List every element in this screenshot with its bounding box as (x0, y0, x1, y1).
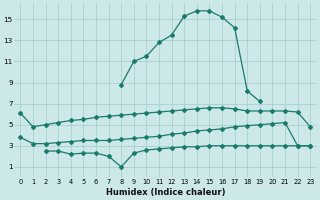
X-axis label: Humidex (Indice chaleur): Humidex (Indice chaleur) (106, 188, 225, 197)
